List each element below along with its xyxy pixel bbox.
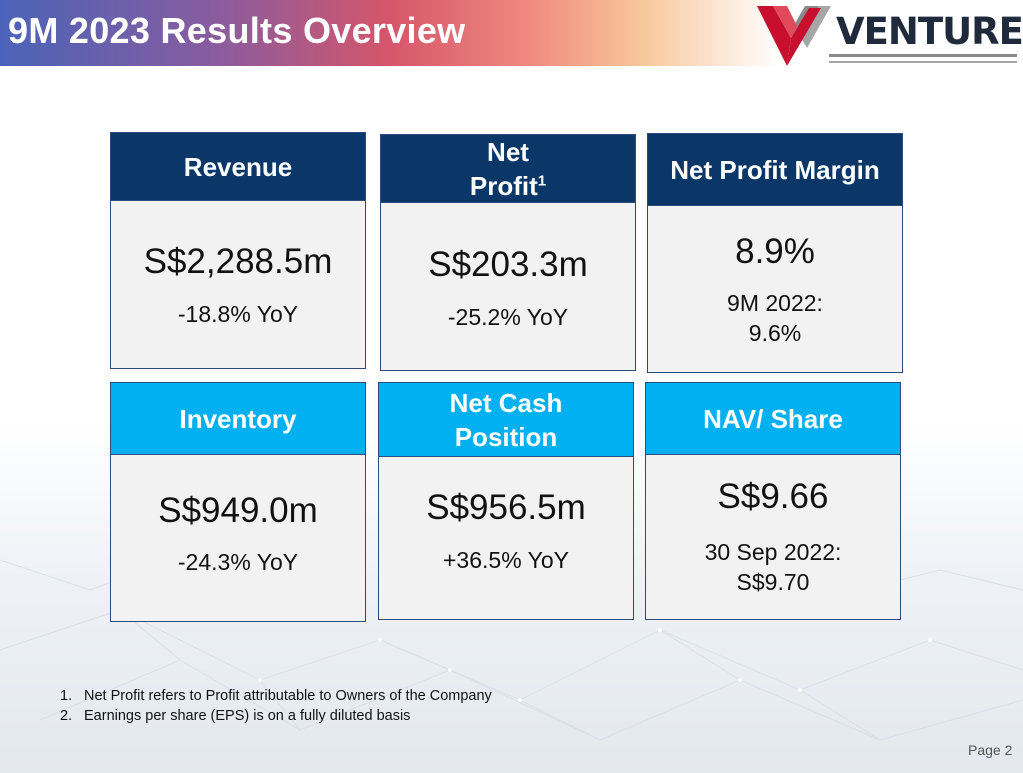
net-profit-card: Net Profit1 S$203.3m -25.2% YoY: [380, 134, 636, 371]
net-cash-position-yoy: +36.5% YoY: [443, 547, 569, 573]
inventory-value: S$949.0m: [158, 491, 318, 530]
net-cash-position-card: Net Cash Position S$956.5m +36.5% YoY: [378, 382, 634, 620]
inventory-card: Inventory S$949.0m -24.3% YoY: [110, 382, 366, 622]
title-banner: [0, 0, 780, 66]
footnote-text: Net Profit refers to Profit attributable…: [84, 688, 492, 704]
inventory-heading: Inventory: [179, 403, 297, 434]
card-heading: Net Cash Position: [379, 383, 633, 457]
inventory-yoy: -24.3% YoY: [177, 549, 299, 575]
net-cash-position-heading: Net Cash Position: [449, 387, 563, 452]
nav-per-share-card: NAV/ Share S$9.66 30 Sep 2022: S$9.70: [645, 382, 901, 620]
card-body: S$9.66 30 Sep 2022: S$9.70: [646, 455, 900, 619]
net-profit-margin-heading: Net Profit Margin: [670, 154, 880, 185]
nav-per-share-prior-value: S$9.70: [736, 569, 810, 595]
net-profit-heading-text: Net Profit: [469, 136, 538, 201]
footnote-text: Earnings per share (EPS) is on a fully d…: [84, 708, 411, 724]
venture-logo: VENTURE: [757, 4, 1023, 70]
page-title: 9M 2023 Results Overview: [8, 10, 466, 51]
revenue-heading: Revenue: [183, 151, 293, 182]
card-heading: Net Profit Margin: [648, 134, 902, 206]
card-body: 8.9% 9M 2022: 9.6%: [648, 206, 902, 371]
page-number: Page 2: [968, 742, 1013, 758]
net-profit-yoy: -25.2% YoY: [447, 304, 569, 330]
net-profit-margin-prior-value: 9.6%: [748, 320, 802, 346]
revenue-value: S$2,288.5m: [143, 242, 333, 281]
net-profit-value: S$203.3m: [428, 245, 588, 284]
nav-per-share-prior-label: 30 Sep 2022:: [704, 539, 842, 565]
card-heading: Revenue: [111, 133, 365, 201]
venture-logo-mark-icon: [757, 6, 1017, 66]
footnote-number: 2.: [60, 708, 73, 724]
net-profit-heading: Net Profit1: [463, 135, 553, 203]
footnote-number: 1.: [60, 688, 73, 704]
card-heading: Net Profit1: [381, 135, 635, 203]
nav-per-share-value: S$9.66: [717, 477, 829, 516]
footnote-item: 1. Net Profit refers to Profit attributab…: [60, 686, 492, 706]
net-cash-position-value: S$956.5m: [426, 488, 586, 527]
card-heading: NAV/ Share: [646, 383, 900, 455]
net-profit-margin-card: Net Profit Margin 8.9% 9M 2022: 9.6%: [647, 133, 903, 373]
net-profit-margin-prior-label: 9M 2022:: [727, 290, 823, 316]
card-body: S$203.3m -25.2% YoY: [381, 203, 635, 369]
revenue-card: Revenue S$2,288.5m -18.8% YoY: [110, 132, 366, 369]
nav-per-share-heading: NAV/ Share: [703, 403, 843, 434]
footnote-item: 2. Earnings per share (EPS) is on a fully…: [60, 706, 492, 726]
card-body: S$949.0m -24.3% YoY: [111, 455, 365, 620]
revenue-yoy: -18.8% YoY: [177, 301, 299, 327]
net-profit-margin-value: 8.9%: [735, 232, 815, 271]
footnotes: 1. Net Profit refers to Profit attributab…: [60, 686, 492, 726]
logo-wordmark: VENTURE: [836, 10, 1023, 53]
card-body: S$2,288.5m -18.8% YoY: [111, 201, 365, 367]
footnote-marker: 1: [537, 171, 547, 189]
card-heading: Inventory: [111, 383, 365, 455]
card-body: S$956.5m +36.5% YoY: [379, 457, 633, 619]
